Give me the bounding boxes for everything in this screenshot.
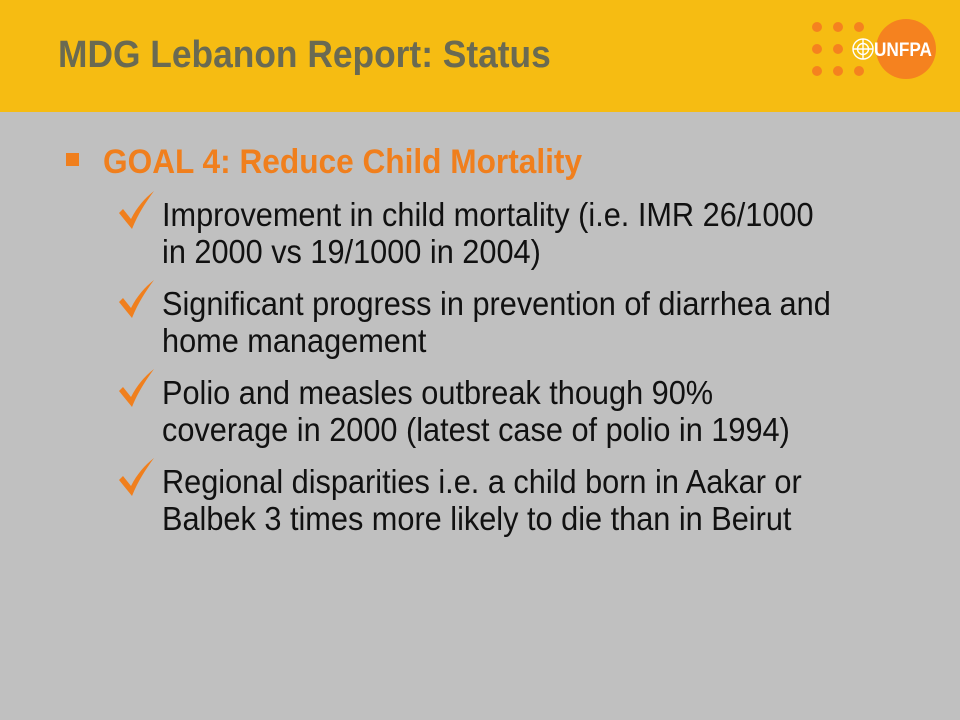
list-item-line: Polio and measles outbreak though 90% — [162, 374, 714, 411]
goal-text: GOAL 4: Reduce Child Mortality — [103, 143, 583, 181]
list-item-line: Regional disparities i.e. a child born i… — [162, 463, 802, 500]
checkmark-icon — [119, 458, 154, 496]
checkmark-icon — [119, 191, 154, 229]
slide-content: GOAL 4: Reduce Child Mortality Improveme… — [0, 112, 960, 720]
checkmark-icon — [119, 280, 154, 318]
unfpa-logo: UNFPA — [812, 19, 936, 79]
list-item-text: Improvement in child mortality (i.e. IMR… — [162, 196, 934, 270]
list-item-line: Improvement in child mortality (i.e. IMR… — [162, 196, 814, 233]
list-item-line: in 2000 vs 19/1000 in 2004) — [162, 233, 541, 270]
list-item-line: Balbek 3 times more likely to die than i… — [162, 500, 792, 537]
square-bullet-icon — [66, 153, 79, 166]
list-item-text: Polio and measles outbreak though 90% co… — [162, 374, 934, 448]
un-emblem-icon — [852, 38, 874, 60]
logo-text: UNFPA — [874, 40, 932, 61]
list-item-line: home management — [162, 322, 427, 359]
slide-title: MDG Lebanon Report: Status — [58, 34, 551, 76]
list-item-line: coverage in 2000 (latest case of polio i… — [162, 411, 790, 448]
checkmark-icon — [119, 369, 154, 407]
list-item-text: Regional disparities i.e. a child born i… — [162, 463, 934, 537]
list-item-line: Significant progress in prevention of di… — [162, 285, 831, 322]
header-bar: MDG Lebanon Report: Status UNFPA — [0, 0, 960, 112]
list-item-text: Significant progress in prevention of di… — [162, 285, 934, 359]
